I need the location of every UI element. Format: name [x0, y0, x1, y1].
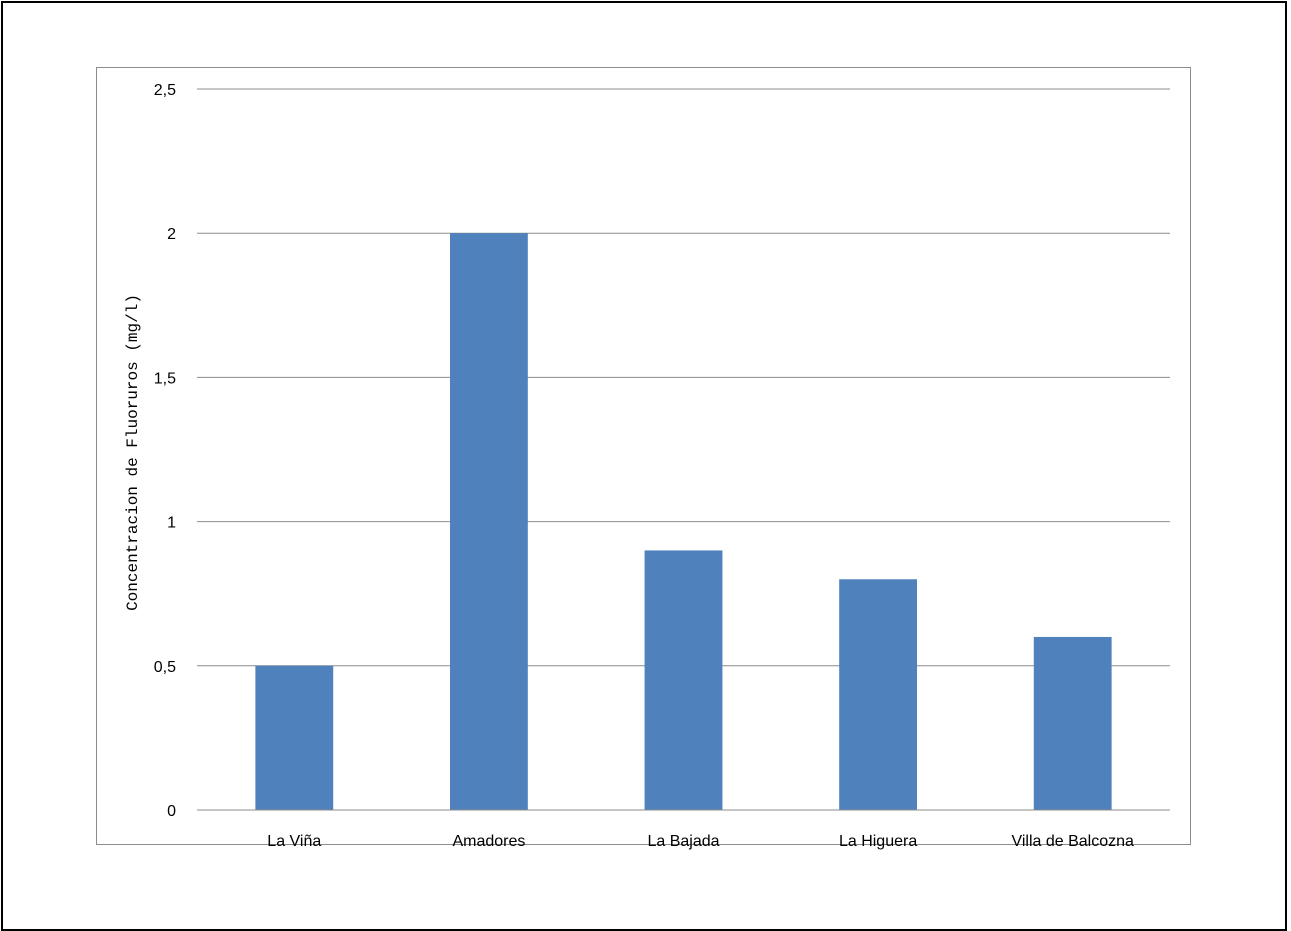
x-tick-label: La Viña — [267, 833, 321, 850]
y-tick-label: 1 — [167, 515, 176, 532]
y-tick-label: 0 — [167, 803, 176, 820]
y-tick-label: 0,5 — [154, 659, 176, 676]
bar — [839, 579, 918, 810]
x-tick-labels: La Viña Amadores La Bajada La Higuera Villa … — [267, 833, 1134, 850]
y-tick-labels: 0 0,5 1 1,5 2 2,5 — [154, 82, 176, 820]
bar — [644, 550, 723, 810]
chart-area-frame — [96, 67, 1191, 845]
x-tick-label: La Higuera — [839, 833, 917, 850]
y-tick-label: 1,5 — [154, 370, 176, 387]
bar — [1033, 636, 1112, 810]
bar — [255, 665, 334, 810]
x-tick-label: Villa de Balcozna — [1011, 833, 1134, 850]
y-axis-label: Concentracion de Fluoruros (mg/l) — [124, 294, 142, 611]
bar — [449, 233, 528, 810]
x-tick-label: Amadores — [452, 833, 525, 850]
y-tick-label: 2 — [167, 226, 176, 243]
bars — [255, 233, 1112, 810]
y-tick-label: 2,5 — [154, 82, 176, 99]
x-tick-label: La Bajada — [647, 833, 719, 850]
